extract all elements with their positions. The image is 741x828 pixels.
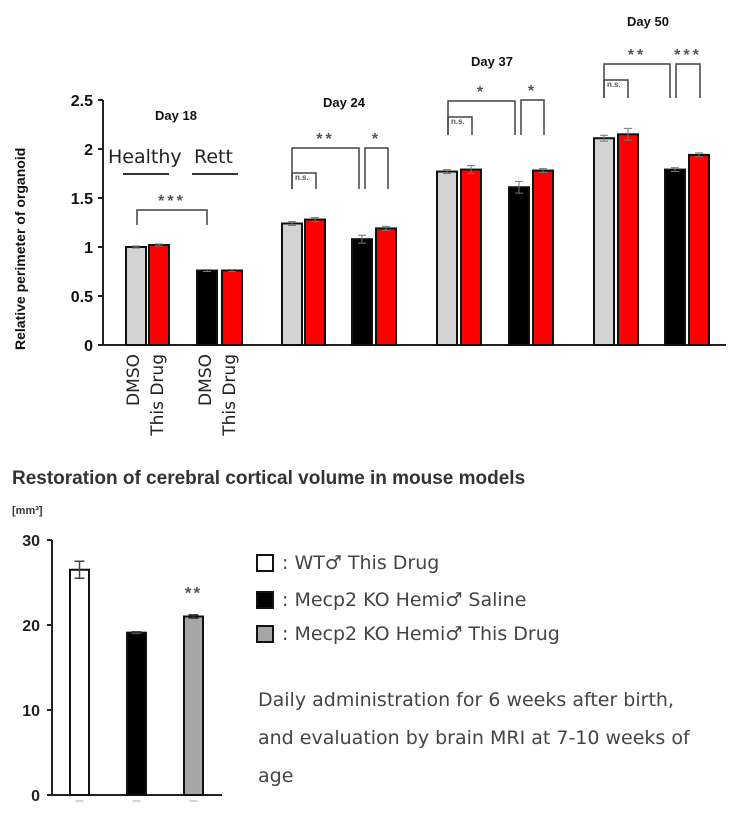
significance-label: n.s. <box>607 80 621 89</box>
bottom-chart-title: Restoration of cerebral cortical volume … <box>12 468 526 489</box>
bar-healthy-dmso <box>593 137 615 346</box>
legend-item-ko-drug: : Mecp2 KO Hemi♂ This Drug <box>256 623 560 645</box>
error-bar <box>695 152 703 158</box>
error-bar <box>600 134 608 142</box>
legend-text: : Mecp2 KO Hemi♂ Saline <box>282 589 527 611</box>
error-bar <box>74 560 85 579</box>
error-bar <box>671 167 679 173</box>
group-label-day18: Day 18 <box>155 108 197 123</box>
legend-text: : Mecp2 KO Hemi♂ This Drug <box>282 623 560 645</box>
bar-healthy-this-drug <box>617 133 639 346</box>
significance-label: * <box>528 83 537 100</box>
y-tick-label: 10 <box>22 703 40 720</box>
significance-bracket <box>447 100 516 135</box>
group-label-day24: Day 24 <box>323 95 365 110</box>
significance-label: n.s. <box>451 117 465 126</box>
y-tick-label: 30 <box>22 533 40 550</box>
bar-healthy-this-drug <box>304 218 326 346</box>
error-bar <box>228 269 236 272</box>
xtick-dmso-rett: DMSO <box>196 354 216 406</box>
y-tick-label: 1 <box>84 240 93 257</box>
bar-rett-this-drug <box>532 169 554 346</box>
error-bar <box>203 269 211 272</box>
error-bar <box>358 234 366 244</box>
bottom-y-unit: [mm³] <box>12 505 43 517</box>
bar-healthy-dmso <box>125 246 147 346</box>
volume-bar <box>126 631 147 797</box>
significance-bracket <box>675 63 701 98</box>
bar-rett-this-drug <box>375 227 397 347</box>
legend-swatch-gray <box>256 625 274 643</box>
legend-swatch-white <box>256 554 274 572</box>
significance-label: *** <box>674 47 702 64</box>
bar-healthy-dmso <box>436 170 458 346</box>
significance-bracket <box>291 147 360 189</box>
legend-item-ko-saline: : Mecp2 KO Hemi♂ Saline <box>256 589 526 611</box>
bar-rett-dmso <box>664 168 686 346</box>
significance-label: ** <box>316 131 334 148</box>
y-tick-label: 0 <box>84 338 93 355</box>
error-bar <box>515 180 523 194</box>
healthy-label: Healthy <box>108 146 182 168</box>
y-tick-label: 0 <box>31 788 40 805</box>
y-tick-label: 20 <box>22 618 40 635</box>
significance-label: ** <box>185 584 202 603</box>
bar-healthy-dmso <box>281 222 303 346</box>
xtick-drug-healthy: This Drug <box>148 354 168 436</box>
administration-note: Daily administration for 6 weeks after b… <box>258 689 690 787</box>
significance-bracket <box>136 209 208 225</box>
error-bar <box>131 631 142 635</box>
significance-bracket <box>603 63 671 98</box>
error-bar <box>188 614 199 619</box>
legend-text: : WT♂ This Drug <box>282 552 440 574</box>
significance-label: * <box>477 84 486 101</box>
significance-label: n.s. <box>295 173 309 182</box>
xtick-dmso-healthy: DMSO <box>124 354 144 406</box>
error-bar <box>539 168 547 174</box>
volume-bar <box>183 615 204 796</box>
bar-rett-this-drug <box>221 269 243 346</box>
y-tick-label: 1.5 <box>71 191 93 208</box>
error-bar <box>467 165 475 174</box>
error-bar <box>155 243 163 247</box>
bar-rett-this-drug <box>688 153 710 346</box>
volume-bar <box>69 568 90 796</box>
y-tick-label: 2 <box>84 142 93 159</box>
error-bar <box>382 225 390 231</box>
significance-label: * <box>372 131 381 148</box>
bar-healthy-this-drug <box>148 244 170 346</box>
xtick-drug-rett: This Drug <box>220 354 240 436</box>
error-bar <box>288 221 296 226</box>
group-label-day37: Day 37 <box>471 54 513 69</box>
significance-label: ** <box>628 47 646 64</box>
bar-rett-dmso <box>351 238 373 346</box>
bar-rett-dmso <box>508 186 530 346</box>
significance-label: *** <box>158 193 186 210</box>
error-bar <box>443 169 451 174</box>
error-bar <box>132 245 140 249</box>
y-tick-label: 0.5 <box>71 289 93 306</box>
top-y-axis-label: Relative perimeter of organoid <box>12 147 28 350</box>
rett-label: Rett <box>194 146 233 168</box>
bar-healthy-this-drug <box>460 168 482 346</box>
y-tick-label: 2.5 <box>71 93 93 110</box>
legend-swatch-black <box>256 591 274 609</box>
significance-bracket <box>364 147 389 189</box>
error-bar <box>624 127 632 141</box>
significance-bracket <box>520 99 545 135</box>
legend-item-wt: : WT♂ This Drug <box>256 552 439 574</box>
bar-rett-dmso <box>196 269 218 346</box>
group-label-day50: Day 50 <box>627 14 669 29</box>
error-bar <box>311 217 319 223</box>
